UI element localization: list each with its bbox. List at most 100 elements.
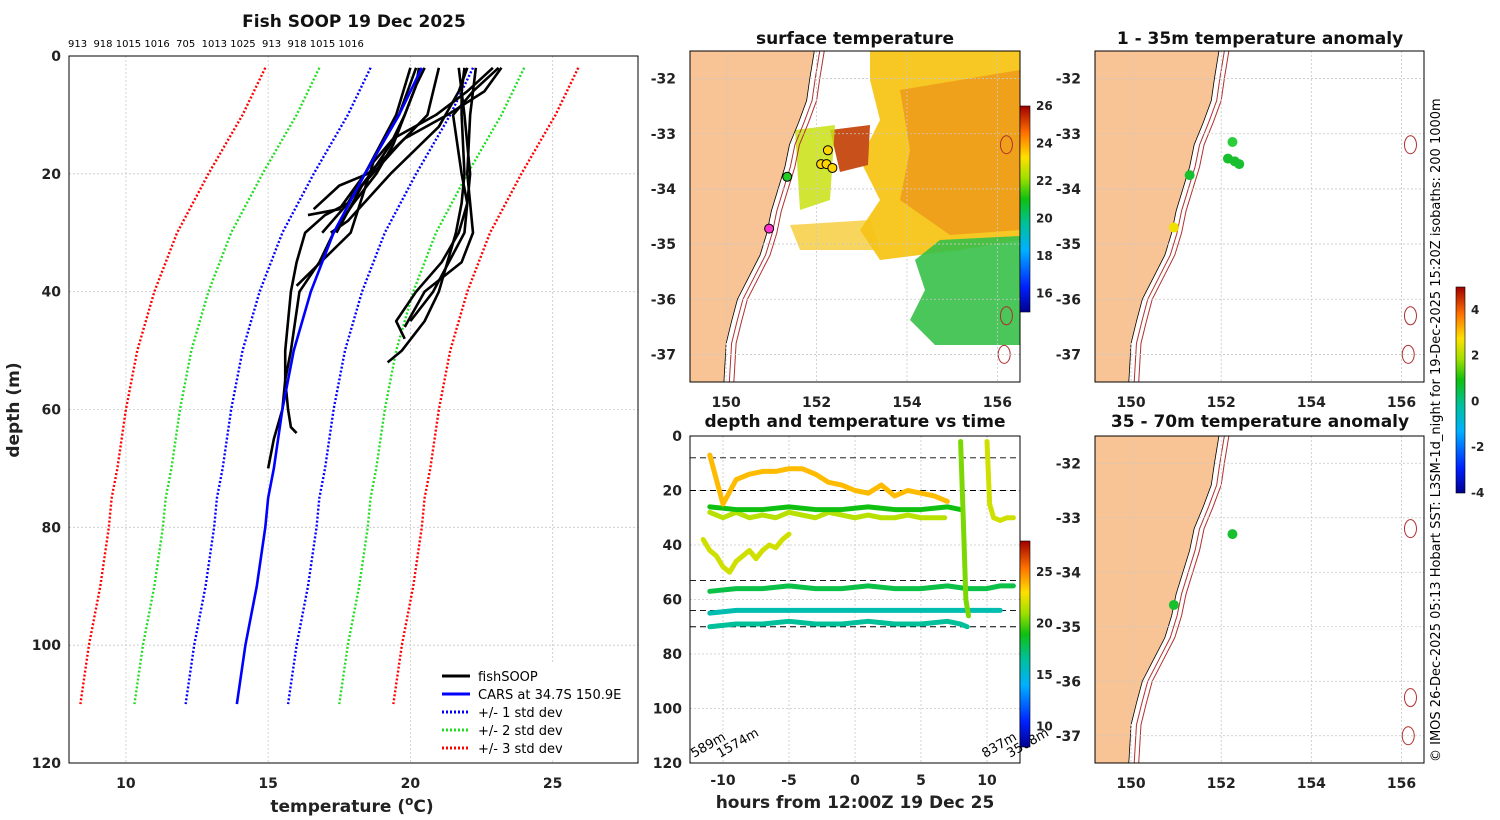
seamount-isobath (1403, 135, 1417, 155)
lat-tick-label: -35 (651, 237, 676, 253)
lat-tick-label: -34 (1056, 182, 1082, 198)
lat-tick-label: -36 (651, 292, 676, 308)
isobath-1000m (1138, 51, 1230, 382)
anomaly-colorbar-tick: -4 (1471, 486, 1484, 500)
y-tick-label: 60 (663, 593, 683, 609)
lat-tick-label: -32 (1056, 456, 1081, 472)
x-tick-label: 0 (850, 773, 860, 789)
sst-panel: surface temperature 150 152 154 156 -32 -33 -3… (651, 29, 1053, 411)
x-tick-label: -5 (781, 773, 797, 789)
y-tick-label: 60 (42, 403, 62, 419)
seamount-isobath (1403, 519, 1417, 539)
lon-tick-label: 152 (1207, 395, 1236, 411)
lat-tick-label: -32 (1056, 72, 1081, 88)
x-tick-label: 5 (916, 773, 926, 789)
sst-title: surface temperature (756, 29, 954, 49)
std-dev-3-line (79, 67, 267, 705)
seamount-isobath (999, 306, 1013, 326)
timeseries-xlabel: hours from 12:00Z 19 Dec 25 (716, 793, 995, 813)
lat-tick-label: -37 (1056, 729, 1081, 745)
sst-colorbar-tick: 20 (1036, 211, 1053, 225)
sst-eddy-patch (830, 125, 870, 172)
timeseries-colorbar-tick: 25 (1036, 565, 1053, 579)
lon-tick-label: 154 (1297, 776, 1326, 792)
y-tick-label: 0 (672, 429, 682, 445)
legend-label-fishsoop: fishSOOP (478, 670, 538, 685)
fishsoop-profile (409, 66, 500, 322)
lat-tick-label: -36 (1056, 292, 1081, 308)
depth-temp-trace (707, 583, 1016, 594)
anom2-panel: 35 - 70m temperature anomaly 150 152 154 15… (1056, 412, 1425, 792)
anomaly-point (1184, 170, 1195, 181)
y-tick-label: 100 (653, 702, 682, 718)
profile-panel: Fish SOOP 19 Dec 2025 913 918 1015 1016 … (4, 12, 639, 817)
fishsoop-profile (283, 67, 421, 434)
anomaly-point (1227, 137, 1238, 148)
y-tick-label: 0 (51, 49, 61, 65)
lon-tick-label: 156 (983, 395, 1012, 411)
lat-tick-label: -37 (651, 347, 676, 363)
isobath-1000m (733, 51, 825, 382)
profile-curves (79, 66, 580, 705)
depth-temp-trace (700, 531, 792, 575)
x-tick-label: 10 (116, 776, 136, 792)
cars-profile (235, 67, 423, 705)
fishsoop-profile (266, 67, 426, 469)
anom2-title: 35 - 70m temperature anomaly (1111, 412, 1409, 432)
lon-tick-label: 152 (802, 395, 831, 411)
sst-colorbar-tick: 22 (1036, 174, 1053, 188)
profile-legend: fishSOOP CARS at 34.7S 150.9E +/- 1 std de… (435, 663, 637, 761)
lat-tick-label: -33 (1056, 127, 1081, 143)
x-tick-label: 25 (543, 776, 562, 792)
y-tick-label: 100 (32, 638, 61, 654)
legend-label-cars: CARS at 34.7S 150.9E (478, 688, 621, 703)
timeseries-colorbar-tick: 15 (1036, 668, 1053, 682)
depth-temp-trace (707, 607, 1003, 616)
anom1-title: 1 - 35m temperature anomaly (1117, 29, 1403, 49)
isobath-1000m (1138, 436, 1230, 763)
isobath-200m (1133, 436, 1225, 763)
y-tick-label: 80 (663, 647, 683, 663)
x-tick-label: 15 (258, 776, 277, 792)
timeseries-colorbar-tick: 10 (1036, 719, 1053, 733)
profile-grid (69, 55, 638, 764)
y-tick-label: 20 (663, 484, 683, 500)
seamount-isobath (999, 135, 1013, 155)
lat-tick-label: -34 (1056, 565, 1082, 581)
seamount-isobath (1403, 688, 1417, 708)
y-tick-label: 40 (42, 285, 62, 301)
sst-colorbar-tick: 16 (1036, 286, 1053, 300)
sst-obs-marker (782, 171, 793, 182)
anomaly-point (1234, 159, 1245, 170)
anomaly-colorbar-tick: 0 (1471, 394, 1479, 408)
profile-title: Fish SOOP 19 Dec 2025 (242, 12, 466, 32)
lon-tick-label: 150 (712, 395, 741, 411)
std-dev-1-line (286, 67, 475, 705)
std-dev-2-line (133, 67, 321, 705)
lon-tick-label: 152 (1207, 776, 1236, 792)
anom2-frame (1094, 435, 1425, 764)
y-tick-label: 20 (42, 167, 62, 183)
y-tick-label: 80 (42, 520, 62, 536)
profile-ylabel: depth (m) (4, 362, 24, 457)
timeseries-title: depth and temperature vs time (705, 412, 1006, 432)
legend-label-std1: +/- 1 std dev (478, 706, 563, 721)
timeseries-panel: depth and temperature vs time -10 -5 0 5 100… (653, 412, 1053, 813)
sst-colorbar-tick: 18 (1036, 249, 1053, 263)
anomaly-colorbar-tick: 4 (1471, 303, 1479, 317)
depth-temp-trace (707, 509, 948, 521)
lon-tick-label: 150 (1116, 395, 1145, 411)
side-note: © IMOS 26-Dec-2025 05:13 Hobart SST: L3S… (1429, 98, 1444, 762)
timeseries-colorbar-tick: 20 (1036, 616, 1053, 630)
profile-xlabel: temperature (oC) (270, 794, 433, 817)
sst-obs-marker (822, 145, 833, 156)
depth-temp-trace (707, 504, 964, 513)
fishsoop-profile (295, 66, 494, 287)
profile-ticks: 10 15 20 25 0 20 40 60 80 100 120 (32, 49, 563, 792)
sst-obs-marker (827, 162, 838, 173)
lat-tick-label: -37 (1056, 347, 1081, 363)
fishsoop-profile (312, 67, 503, 211)
y-tick-label: 120 (32, 756, 61, 772)
y-tick-label: 120 (653, 756, 682, 772)
